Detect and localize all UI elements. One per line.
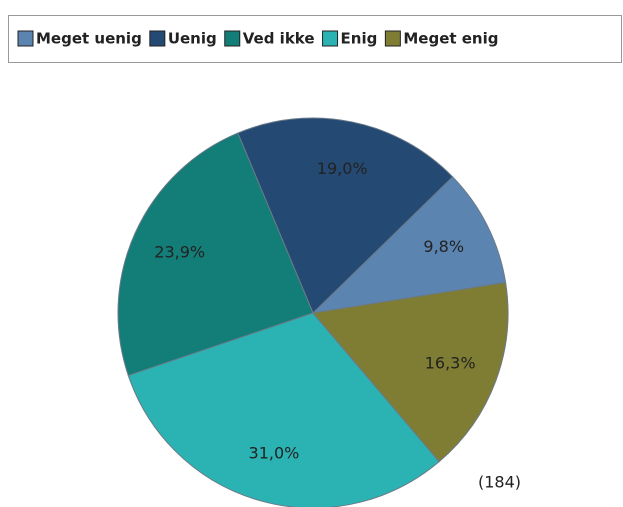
pie-slice [117, 132, 314, 377]
slice-label: 31,0% [249, 443, 300, 462]
pie-slice [127, 312, 440, 507]
legend-swatch [322, 30, 339, 47]
annotation: (184) [478, 473, 521, 492]
legend-swatch [17, 30, 34, 47]
slice-label: 23,9% [154, 242, 205, 261]
legend-box [8, 15, 622, 63]
legend-label: Enig [341, 30, 378, 48]
pie-slice [312, 281, 509, 463]
slice-label: 9,8% [423, 237, 464, 256]
legend-label: Meget enig [403, 30, 498, 48]
legend-swatch [224, 30, 241, 47]
pie-slice [237, 117, 454, 314]
pie-slice [311, 176, 507, 314]
slice-label: 19,0% [317, 159, 368, 178]
slice-label: 16,3% [425, 353, 476, 372]
legend-label: Ved ikke [243, 30, 315, 48]
legend-swatch [149, 30, 166, 47]
legend-swatch [384, 30, 401, 47]
legend-label: Meget uenig [36, 30, 142, 48]
legend-label: Uenig [168, 30, 217, 48]
